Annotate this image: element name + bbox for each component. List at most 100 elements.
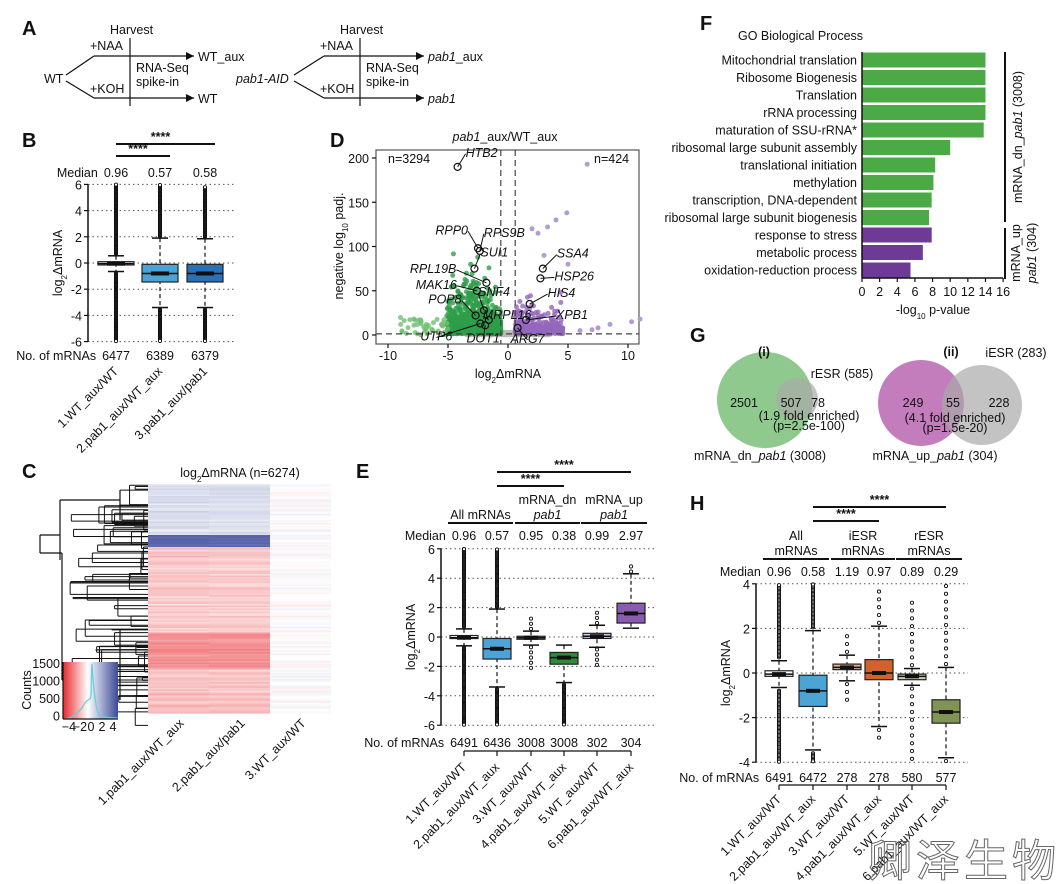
heatmap-cell — [209, 658, 270, 660]
heatmap-cell — [209, 581, 270, 584]
heatmap-cell — [148, 578, 209, 581]
color-key-y-tick: 0 — [53, 710, 60, 724]
heatmap-cell — [270, 644, 331, 647]
box-2 — [798, 582, 828, 764]
heatmap-cell — [270, 649, 331, 651]
heatmap-cell — [148, 518, 209, 521]
venn-count-b: 78 — [811, 396, 825, 410]
category-label: Ribosome Biogenesis — [736, 71, 857, 85]
y-tick-label: 0 — [743, 667, 750, 681]
count-value: 6379 — [191, 349, 219, 363]
heatmap-cell — [270, 554, 331, 557]
heatmap-title: log2ΔmRNA (n=6274) — [180, 466, 299, 484]
heatmap-cell — [209, 625, 270, 627]
heatmap-cell — [148, 497, 209, 500]
gene-label: RPP0 — [435, 223, 468, 237]
label-italic: pab1 — [1025, 255, 1039, 284]
median-value: 0.96 — [452, 529, 476, 543]
group-label-up: mRNA_up — [1009, 224, 1023, 282]
heatmap-cell — [209, 644, 270, 647]
heatmap-cell — [148, 689, 209, 692]
panel-label-c: C — [22, 461, 36, 483]
harvest-label: Harvest — [340, 23, 384, 37]
boxplot-panel-h: 420-2-4log2ΔmRNA0.9664911.WT_aux/WT0.586… — [679, 493, 968, 884]
heatmap-cell — [270, 535, 331, 537]
volcano-point — [558, 289, 564, 295]
heatmap-cell — [148, 487, 209, 489]
gene-leader-line — [540, 276, 555, 279]
heatmap-cell — [270, 602, 331, 605]
gene-label: UTP6 — [420, 329, 452, 343]
volcano-point — [473, 297, 479, 303]
y-tick-label: 4 — [428, 572, 435, 586]
volcano-point — [456, 308, 462, 314]
heatmap-cell — [209, 682, 270, 684]
heatmap-cell — [209, 496, 270, 498]
heatmap-cell — [270, 620, 331, 623]
panel-label-h: H — [690, 493, 704, 515]
gene-point — [481, 321, 490, 330]
bar — [862, 52, 986, 68]
heatmap-cell — [148, 709, 209, 711]
heatmap-cell — [209, 484, 270, 486]
heatmap-cell — [148, 538, 209, 540]
heatmap-cell — [209, 574, 270, 576]
venn-title: (i) — [758, 345, 770, 359]
heatmap-cell — [148, 697, 209, 699]
median-value: 0.96 — [767, 565, 791, 579]
count-value: 6477 — [102, 349, 130, 363]
heatmap-cell — [148, 563, 209, 566]
box-2 — [141, 183, 179, 343]
label-italic: pab1 — [936, 449, 965, 463]
x-tick-label: 0 — [505, 349, 512, 363]
heatmap-cell — [148, 604, 209, 606]
heatmap-cell — [148, 556, 209, 558]
heatmap-cell — [209, 706, 270, 708]
heatmap-cell — [148, 529, 209, 531]
heatmap-cell — [270, 580, 331, 582]
heatmap-cell — [148, 542, 209, 545]
category-label: metabolic process — [756, 246, 857, 260]
heatmap-cell — [270, 533, 331, 536]
outlier-point — [876, 727, 882, 732]
heatmap-cell — [148, 544, 209, 546]
heatmap-cell — [209, 490, 270, 492]
y-tick-label: 50 — [355, 285, 369, 299]
volcano-point — [520, 303, 526, 309]
heatmap-cell — [148, 503, 209, 506]
volcano-point — [584, 161, 590, 167]
heatmap-cell — [148, 650, 209, 653]
volcano-point — [492, 284, 498, 290]
outlier-point — [202, 338, 208, 343]
significance-label: **** — [554, 458, 574, 472]
median-value: 0.58 — [193, 166, 217, 180]
heatmap-cell — [209, 659, 270, 662]
heatmap-cell — [148, 568, 209, 570]
heatmap-cell — [270, 691, 331, 693]
heatmap-cell — [209, 533, 270, 536]
heatmap-cell — [148, 700, 209, 702]
outlier-point — [844, 682, 850, 687]
outlier-point — [943, 638, 949, 643]
heatmap-cell — [148, 572, 209, 575]
heatmap-cell — [270, 605, 331, 608]
venn-count-b: 228 — [989, 396, 1010, 410]
venn-count-a: 2501 — [730, 396, 758, 410]
y-tick-label: -6 — [424, 719, 435, 733]
heatmap-cell — [270, 710, 331, 713]
heatmap-cell — [209, 596, 270, 599]
outlier-point — [494, 547, 500, 552]
box-3 — [516, 616, 546, 670]
heatmap-cell — [209, 626, 270, 629]
heatmap-cell — [148, 698, 209, 701]
outlier-point — [909, 725, 915, 730]
volcano-point — [398, 321, 404, 327]
counts-label: No. of mRNAs — [679, 771, 759, 785]
outlier-point — [943, 623, 949, 628]
heatmap-cell — [209, 670, 270, 672]
venn-set-a-label: mRNA_dn_pab1 (3008) — [694, 449, 826, 463]
volcano-point — [418, 317, 424, 323]
outlier-point — [909, 639, 915, 644]
venn-enrichment: (1.9 fold enriched) — [759, 409, 860, 423]
box-3 — [186, 185, 224, 343]
